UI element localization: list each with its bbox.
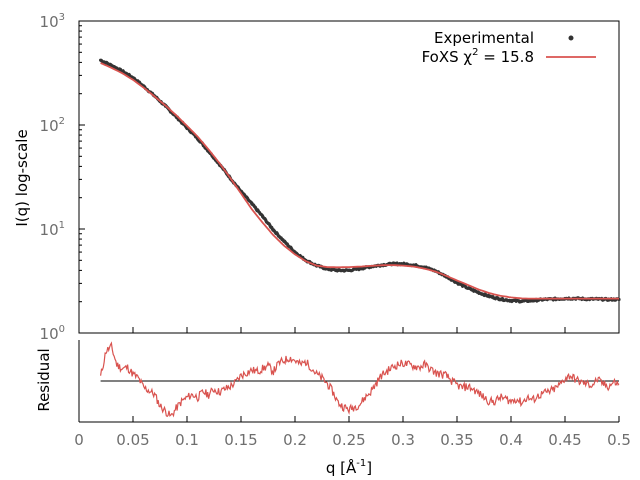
legend-label-experimental: Experimental [434,29,534,47]
x-tick-label: 0.35 [440,431,473,449]
experimental-point [250,202,254,206]
experimental-point [498,297,502,301]
y-tick-label: 103 [40,12,65,31]
experimental-point [531,298,535,303]
experimental-point [509,298,513,303]
x-tick-label: 0.1 [175,431,199,449]
x-tick-label: 0.5 [607,431,631,449]
x-tick-label: 0.4 [499,431,523,449]
y-tick-label: 102 [40,116,65,135]
x-tick-label: 0.2 [283,431,307,449]
experimental-point [99,58,103,62]
x-axis-label-tail: ] [366,459,372,477]
experimental-point [261,214,265,219]
legend-foxs-main: FoXS χ [422,48,473,66]
residual-curve [100,341,620,418]
x-tick-label: 0.25 [332,431,365,449]
experimental-point [466,286,470,290]
experimental-point [336,268,340,272]
main-series-layer [99,58,621,304]
y-tick-base: 10 [40,13,59,31]
experimental-point [487,294,491,298]
y-tick-exp: 0 [59,324,65,335]
x-axis-label-main: q [Å [326,458,357,477]
x-tick-label: 0.15 [224,431,257,449]
main-plot-frame [78,20,620,334]
x-tick-label: 0.45 [548,431,581,449]
legend: Experimental FoXS χ2 = 15.8 [422,29,596,66]
legend-marks [546,35,596,58]
x-tick-label: 0 [74,431,84,449]
experimental-point [282,239,286,243]
main-frame-rect [78,20,620,334]
experimental-point [271,228,275,232]
y-tick-base: 10 [40,117,59,135]
y-tick-label: 100 [40,324,65,343]
experimental-point [520,299,524,303]
legend-label-foxs: FoXS χ2 = 15.8 [422,47,534,66]
foxs-fit-curve [100,62,619,300]
y-tick-base: 10 [40,221,59,239]
y-axis-label: I(q) log-scale [13,129,31,226]
y-tick-exp: 1 [59,220,65,231]
experimental-point [325,267,329,271]
y-tick-exp: 2 [59,116,65,127]
x-ticks: 0 0.05 0.1 0.15 0.2 0.25 0.3 0.35 0.4 0.45 0.5 [74,327,631,449]
y-tick-base: 10 [40,325,59,343]
experimental-point [358,267,362,271]
legend-marker-experimental [568,35,574,41]
legend-foxs-tail: = 15.8 [478,48,534,66]
legend-foxs-exp: 2 [472,47,478,58]
x-axis-label-exp: -1 [356,458,366,469]
experimental-point [455,281,459,285]
y-tick-exp: 3 [59,12,65,23]
x-tick-label: 0.3 [391,431,415,449]
y-tick-label: 101 [40,220,65,239]
x-tick-label: 0.05 [116,431,149,449]
residual-series-layer [100,341,620,418]
residual-axis-label: Residual [35,348,53,411]
experimental-point [109,63,113,67]
experimental-point [477,290,481,295]
experimental-point [347,268,351,272]
x-axis-label: q [Å-1] [326,458,372,477]
